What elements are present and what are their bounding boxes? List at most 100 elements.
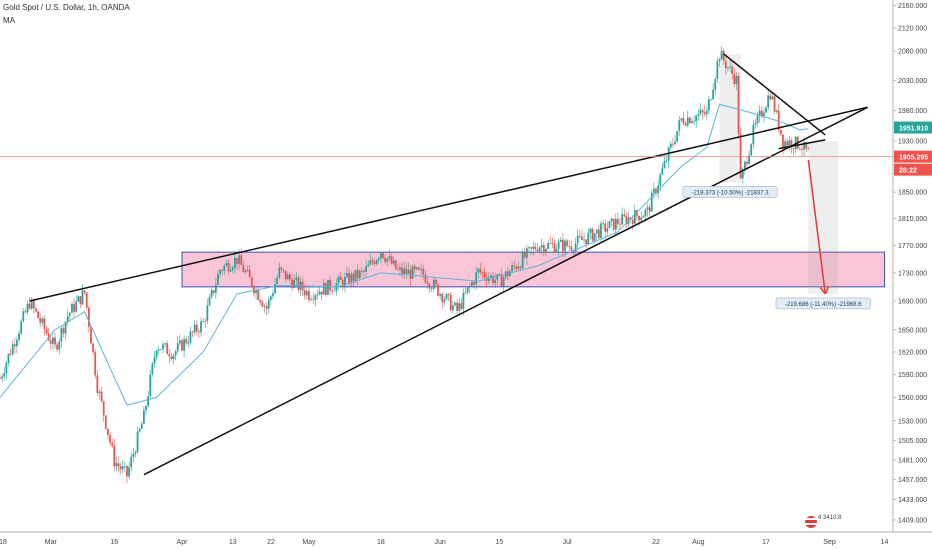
candle[interactable] — [610, 218, 613, 221]
candle[interactable] — [178, 340, 181, 344]
candle[interactable] — [528, 247, 530, 249]
candle[interactable] — [24, 311, 27, 313]
candle[interactable] — [498, 274, 501, 275]
candle[interactable] — [278, 267, 281, 278]
candle[interactable] — [648, 207, 651, 212]
candle[interactable] — [798, 148, 801, 150]
candle[interactable] — [181, 340, 183, 351]
candle[interactable] — [678, 120, 681, 131]
candle[interactable] — [788, 140, 791, 146]
candle[interactable] — [267, 299, 270, 309]
candle[interactable] — [483, 272, 486, 278]
candle[interactable] — [337, 276, 340, 284]
candle[interactable] — [399, 267, 401, 270]
candle[interactable] — [729, 66, 731, 68]
candle[interactable] — [246, 269, 249, 271]
candle[interactable] — [710, 99, 712, 101]
candle[interactable] — [502, 277, 505, 287]
candle[interactable] — [233, 257, 236, 268]
candle[interactable] — [356, 269, 359, 279]
candle[interactable] — [1, 376, 4, 379]
candle[interactable] — [164, 343, 166, 345]
candle[interactable] — [136, 431, 139, 453]
candle[interactable] — [54, 337, 56, 345]
candle[interactable] — [492, 275, 494, 284]
candle[interactable] — [386, 258, 389, 262]
candle[interactable] — [593, 233, 596, 241]
candle[interactable] — [490, 275, 492, 278]
candle[interactable] — [138, 428, 141, 432]
candle[interactable] — [225, 263, 228, 266]
candle[interactable] — [140, 423, 143, 429]
candle[interactable] — [151, 363, 154, 375]
candle[interactable] — [657, 185, 660, 194]
candle[interactable] — [741, 169, 744, 179]
candle[interactable] — [659, 174, 662, 186]
candle[interactable] — [435, 279, 437, 285]
price-scale[interactable] — [893, 0, 932, 550]
candle[interactable] — [284, 270, 287, 280]
candle[interactable] — [739, 133, 742, 179]
candle[interactable] — [642, 216, 645, 218]
candle[interactable] — [555, 248, 558, 253]
candle[interactable] — [428, 284, 431, 289]
candle[interactable] — [652, 188, 655, 193]
candle[interactable] — [695, 115, 698, 121]
candle[interactable] — [20, 321, 23, 334]
candle[interactable] — [316, 294, 319, 296]
candle[interactable] — [661, 168, 664, 175]
trendline[interactable] — [143, 106, 868, 476]
candle[interactable] — [128, 467, 130, 477]
candle[interactable] — [289, 274, 291, 280]
trendline[interactable] — [723, 53, 826, 136]
candle[interactable] — [807, 148, 810, 150]
candle[interactable] — [665, 160, 668, 162]
candle[interactable] — [468, 285, 471, 288]
candle[interactable] — [581, 236, 583, 240]
candle[interactable] — [166, 343, 169, 355]
candle[interactable] — [523, 252, 526, 258]
candle[interactable] — [92, 343, 95, 353]
candle[interactable] — [669, 143, 672, 148]
candle[interactable] — [720, 50, 723, 60]
candle[interactable] — [430, 288, 433, 290]
candle[interactable] — [371, 260, 374, 263]
candle[interactable] — [449, 294, 452, 311]
candle[interactable] — [87, 307, 90, 327]
candle[interactable] — [595, 229, 598, 234]
candle[interactable] — [259, 299, 262, 303]
candle[interactable] — [676, 130, 679, 142]
moving-average-line[interactable] — [0, 103, 809, 406]
candle[interactable] — [477, 268, 480, 273]
candle[interactable] — [509, 271, 511, 277]
candle[interactable] — [691, 121, 693, 124]
candle[interactable] — [432, 279, 435, 289]
candle[interactable] — [415, 267, 418, 270]
candle[interactable] — [274, 284, 276, 294]
candle[interactable] — [373, 262, 376, 265]
candle[interactable] — [98, 391, 101, 393]
candle[interactable] — [282, 269, 285, 271]
candle[interactable] — [636, 210, 638, 216]
candle[interactable] — [185, 339, 188, 344]
candle[interactable] — [384, 258, 387, 262]
trendline[interactable] — [29, 106, 868, 302]
candle[interactable] — [682, 118, 685, 124]
candle[interactable] — [388, 256, 391, 259]
candle[interactable] — [45, 329, 48, 334]
candle[interactable] — [790, 140, 793, 149]
candle[interactable] — [443, 299, 446, 302]
candle[interactable] — [107, 428, 109, 435]
candle[interactable] — [350, 273, 353, 284]
candle[interactable] — [574, 243, 577, 252]
candle[interactable] — [619, 223, 621, 225]
candle[interactable] — [727, 67, 729, 69]
candle[interactable] — [212, 290, 215, 293]
candle[interactable] — [62, 328, 65, 334]
candle[interactable] — [714, 79, 717, 90]
candle[interactable] — [511, 265, 513, 272]
candle[interactable] — [280, 267, 283, 270]
candle[interactable] — [231, 267, 234, 271]
candle[interactable] — [210, 290, 213, 298]
candle[interactable] — [73, 303, 75, 312]
